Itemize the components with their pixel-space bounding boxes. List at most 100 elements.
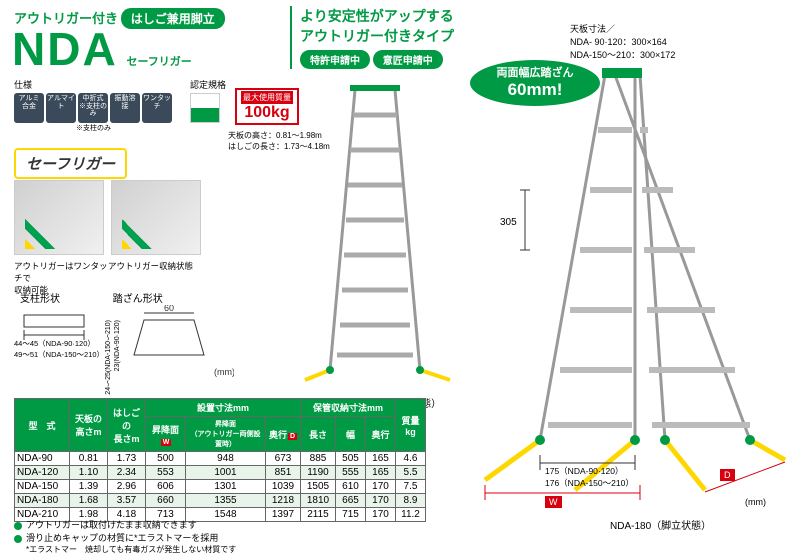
cell: 1218 bbox=[266, 494, 301, 508]
cert-label: 認定規格 bbox=[190, 78, 226, 91]
top-dim-label: 天板寸法／ bbox=[570, 22, 675, 35]
spec-icons: アルミ 合金アルマイト中折式 ※支柱のみ振動溶 接ワンタッチ bbox=[14, 93, 174, 123]
cell: 606 bbox=[146, 480, 186, 494]
patent-badge-2: 意匠申請中 bbox=[373, 50, 443, 69]
spec-icon: 振動溶 接 bbox=[110, 93, 140, 123]
cell: NDA-120 bbox=[15, 466, 70, 480]
pillar-dim2: 49〜51（NDA-150〜210） bbox=[14, 349, 104, 360]
cell: 165 bbox=[366, 466, 396, 480]
spec-table: 型 式 天板の 高さm はしごの 長さm 設置寸法mm 保管収納寸法mm 質量 … bbox=[14, 398, 426, 522]
svg-text:305: 305 bbox=[500, 217, 517, 228]
photo-outrigger-stored bbox=[111, 180, 201, 255]
w-mark: W bbox=[545, 497, 562, 508]
cell: 885 bbox=[301, 452, 336, 466]
cell: 1.39 bbox=[70, 480, 108, 494]
th-store: 保管収納寸法mm bbox=[301, 399, 396, 417]
ladder-extended-illustration bbox=[300, 80, 460, 400]
cell: 8.9 bbox=[396, 494, 426, 508]
pillar-dim1: 44〜45（NDA-90·120） bbox=[14, 338, 104, 349]
table-row: NDA-900.811.735009486738855051654.6 bbox=[15, 452, 426, 466]
cell: 2115 bbox=[301, 508, 336, 522]
max-load-label: 最大使用質量 bbox=[241, 91, 293, 104]
th-id: 奥行D bbox=[266, 417, 301, 452]
th-l: はしごの 長さm bbox=[108, 399, 146, 452]
cell: 505 bbox=[336, 452, 366, 466]
cell: 170 bbox=[366, 480, 396, 494]
stepladder-illustration: 305 bbox=[480, 60, 790, 500]
cell: 1001 bbox=[186, 466, 266, 480]
cell: 0.81 bbox=[70, 452, 108, 466]
th-install: 設置寸法mm bbox=[146, 399, 301, 417]
cell: 170 bbox=[366, 508, 396, 522]
pillar-shape-label: 支柱形状 bbox=[20, 294, 60, 305]
patent-badge-1: 特許申請中 bbox=[300, 50, 370, 69]
max-load-value: 100kg bbox=[241, 104, 293, 122]
cell: 1.68 bbox=[70, 494, 108, 508]
cell: 1.73 bbox=[108, 452, 146, 466]
model-name: NDA bbox=[12, 23, 118, 75]
brand-badge: セーフリガー bbox=[14, 148, 127, 179]
cell: 851 bbox=[266, 466, 301, 480]
step-h1: 23(NDA-90·120) bbox=[114, 320, 121, 371]
photo-outrigger-open bbox=[14, 180, 104, 255]
th-iw: 昇降面W bbox=[146, 417, 186, 452]
note-3: *エラストマー 焼却しても有毒ガスが発生しない材質です bbox=[26, 544, 236, 555]
th-sd: 奥行 bbox=[366, 417, 396, 452]
spec-icon: ワンタッチ bbox=[142, 93, 172, 123]
cell: 715 bbox=[336, 508, 366, 522]
d-mark: D bbox=[720, 470, 735, 481]
w-dim2: 176（NDA-150〜210） bbox=[545, 477, 634, 489]
cell: 665 bbox=[336, 494, 366, 508]
cert-icon bbox=[190, 93, 220, 123]
cell: 165 bbox=[366, 452, 396, 466]
cell: 553 bbox=[146, 466, 186, 480]
cell: 7.5 bbox=[396, 480, 426, 494]
cell: 170 bbox=[366, 494, 396, 508]
svg-text:(mm): (mm) bbox=[214, 367, 234, 377]
cell: 1301 bbox=[186, 480, 266, 494]
cell: 2.96 bbox=[108, 480, 146, 494]
table-row: NDA-1201.102.34553100185111905551655.5 bbox=[15, 466, 426, 480]
cell: 555 bbox=[336, 466, 366, 480]
table-row: NDA-1501.392.966061301103915056101707.5 bbox=[15, 480, 426, 494]
unit-mm: (mm) bbox=[745, 497, 766, 507]
table-row: NDA-1801.683.576601355121818106651708.9 bbox=[15, 494, 426, 508]
tagline1: より安定性がアップする bbox=[300, 6, 454, 26]
svg-text:60: 60 bbox=[164, 305, 174, 313]
cell: 1810 bbox=[301, 494, 336, 508]
cell: 1505 bbox=[301, 480, 336, 494]
cell: 1.10 bbox=[70, 466, 108, 480]
w-dim1: 175（NDA-90·120） bbox=[545, 465, 634, 477]
cell: NDA-150 bbox=[15, 480, 70, 494]
cell: NDA-180 bbox=[15, 494, 70, 508]
step-h2: 24〜25(NDA-150〜210) bbox=[104, 320, 114, 395]
cell: 2.34 bbox=[108, 466, 146, 480]
cell: 1039 bbox=[266, 480, 301, 494]
cell: 1355 bbox=[186, 494, 266, 508]
spec-label: 仕様 bbox=[14, 78, 174, 91]
cell: 610 bbox=[336, 480, 366, 494]
cell: 1397 bbox=[266, 508, 301, 522]
step-label: NDA-180（脚立状態） bbox=[610, 517, 711, 532]
cell: 4.6 bbox=[396, 452, 426, 466]
note-1: アウトリガーは取付けたまま収納できます bbox=[14, 518, 236, 531]
cell: 500 bbox=[146, 452, 186, 466]
cell: 3.57 bbox=[108, 494, 146, 508]
cell: 660 bbox=[146, 494, 186, 508]
top-dim-1: NDA- 90·120：300×164 bbox=[570, 35, 675, 48]
cell: 5.5 bbox=[396, 466, 426, 480]
cell: 948 bbox=[186, 452, 266, 466]
cell: 673 bbox=[266, 452, 301, 466]
cell: NDA-90 bbox=[15, 452, 70, 466]
th-mass: 質量 kg bbox=[396, 399, 426, 452]
th-sl: 長さ bbox=[301, 417, 336, 452]
icon-footnote: ※支柱のみ bbox=[76, 123, 174, 133]
spec-icon: 中折式 ※支柱のみ bbox=[78, 93, 108, 123]
cell: 11.2 bbox=[396, 508, 426, 522]
spec-icon: アルマイト bbox=[46, 93, 76, 123]
note-2: 滑り止めキャップの材質に*エラストマーを採用 bbox=[14, 531, 236, 544]
th-sw: 幅 bbox=[336, 417, 366, 452]
tagline2: アウトリガー付きタイプ bbox=[300, 26, 454, 46]
th-h: 天板の 高さm bbox=[70, 399, 108, 452]
th-iw2: 昇降面 （アウトリガー両側設置時） bbox=[186, 417, 266, 452]
